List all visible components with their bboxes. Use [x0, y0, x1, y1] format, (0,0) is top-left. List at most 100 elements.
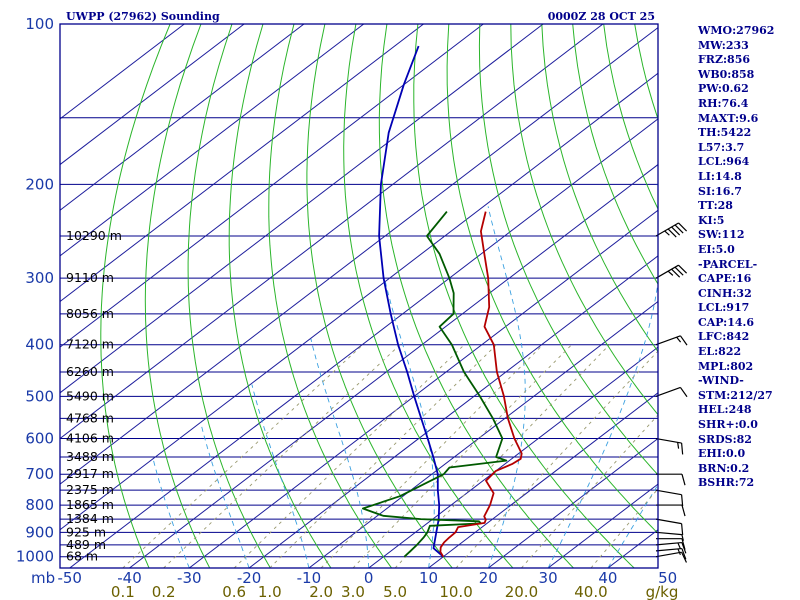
index-line: LCL:964	[698, 155, 750, 169]
barb-staff	[655, 222, 679, 237]
mixing-ratio-tick-label: 5.0	[383, 583, 407, 600]
wind-barb	[655, 489, 684, 507]
pressure-tick-label: 500	[25, 387, 54, 405]
mixing-ratio-tick-label: 10.0	[439, 583, 472, 600]
temperature-tick-label: 10	[419, 569, 438, 587]
barb-full	[679, 335, 688, 346]
index-line: LFC:842	[698, 330, 750, 344]
index-line: LCL:917	[698, 301, 750, 315]
isotherm-line	[308, 300, 658, 568]
pressure-tick-label: 200	[25, 175, 54, 193]
mixing-ratio-line	[320, 344, 544, 568]
mixing-ratio-tick-label: 3.0	[341, 583, 365, 600]
barb-full	[667, 228, 677, 238]
barb-full	[681, 548, 687, 560]
mixing-ratio-line	[394, 344, 610, 568]
dry-adiabat	[446, 24, 658, 534]
height-labels: 10290 m 9110 m 8056 m 7120 m 6260 m 5490 m 476…	[66, 228, 122, 564]
mixing-ratio-tick-label: 2.0	[309, 583, 333, 600]
height-label: 6260 m	[66, 364, 114, 379]
isotherm-line	[60, 24, 185, 120]
mixing-ratio-tick-label: 0.6	[222, 583, 246, 600]
dewpoint-trace	[362, 211, 508, 558]
moist-adiabat	[200, 422, 250, 568]
index-line: SHR+:0.0	[698, 418, 758, 432]
isotherm-line	[188, 209, 658, 568]
index-line: EI:5.0	[698, 242, 735, 256]
barb-full	[674, 266, 684, 276]
height-label: 5490 m	[66, 388, 114, 403]
index-line: RH:76.4	[698, 96, 749, 110]
barb-staff	[655, 386, 681, 397]
barb-staff	[655, 489, 682, 496]
index-line: -WIND-	[698, 374, 744, 388]
temperature-tick-label: -10	[297, 569, 322, 587]
index-line: SI:16.7	[698, 184, 742, 198]
index-line: CINH:32	[698, 286, 752, 300]
barb-full	[671, 268, 681, 278]
mixing-ratio-line	[163, 344, 401, 568]
wind-barb	[656, 504, 686, 517]
index-line: EHI:0.0	[698, 447, 746, 461]
pressure-tick-label: 800	[25, 496, 54, 514]
isotherm-line	[60, 24, 365, 257]
isotherm-line	[69, 118, 658, 568]
height-label: 68 m	[66, 549, 98, 564]
index-line: FRZ:856	[698, 53, 751, 67]
wind-barb	[656, 473, 686, 486]
barb-half	[667, 270, 674, 276]
index-line: MPL:802	[698, 359, 754, 373]
height-label: 1865 m	[66, 497, 114, 512]
parcel-trace	[378, 45, 444, 558]
index-line: BSHR:72	[698, 476, 755, 490]
wind-barb	[655, 335, 688, 346]
barb-full	[681, 474, 686, 486]
barb-full	[679, 387, 688, 398]
pressure-tick-label: 1000	[16, 548, 54, 566]
dry-adiabat	[478, 24, 658, 476]
barb-full	[674, 224, 684, 234]
mixing-ratio-tick-label: 0.1	[111, 583, 135, 600]
mixing-ratio-line	[352, 344, 572, 568]
height-label: 1384 m	[66, 511, 114, 526]
mixing-ratio-unit-label: g/kg	[646, 583, 679, 600]
wind-barb	[655, 551, 688, 563]
temperature-tick-label: -40	[117, 569, 142, 587]
indices-panel: WMO:27962 MW:233 FRZ:856 WB0:858 PW:0.62 RH:7…	[698, 24, 798, 491]
barb-staff	[655, 547, 682, 552]
barb-full	[681, 542, 687, 554]
station-title: UWPP (27962) Sounding	[66, 10, 220, 23]
height-label: 4106 m	[66, 431, 114, 446]
dry-adiabat	[510, 24, 658, 416]
height-label: 2375 m	[66, 482, 114, 497]
barb-full	[678, 264, 688, 274]
index-line: CAP:14.6	[698, 315, 755, 329]
dry-adiabat	[144, 24, 211, 568]
index-line: -PARCEL-	[698, 257, 758, 271]
temperature-tick-label: 50	[658, 569, 677, 587]
temperature-tick-label: 20	[479, 569, 498, 587]
index-line: EL:822	[698, 345, 742, 359]
barb-staff	[655, 541, 682, 546]
barb-staff	[655, 551, 682, 558]
pressure-tick-label: 400	[25, 336, 54, 354]
temperature-tick-label: 40	[598, 569, 617, 587]
wind-barb	[655, 518, 684, 536]
plot-frame	[59, 23, 659, 569]
pressure-tick-label: 300	[25, 269, 54, 287]
mixing-ratio-line	[269, 344, 497, 568]
index-line: KI:5	[698, 213, 725, 227]
moist-adiabat	[607, 483, 658, 568]
isotherm-line	[60, 24, 305, 211]
isotherm-line	[129, 163, 658, 568]
index-line: TH:5422	[698, 126, 752, 140]
index-line: HEL:248	[698, 403, 752, 417]
valid-time: 0000Z 28 OCT 25	[548, 10, 655, 23]
index-line: BRN:0.2	[698, 461, 750, 475]
mixing-ratio-line	[233, 344, 465, 568]
barb-full	[681, 504, 686, 517]
barb-full	[678, 222, 688, 232]
barb-half	[677, 442, 680, 449]
